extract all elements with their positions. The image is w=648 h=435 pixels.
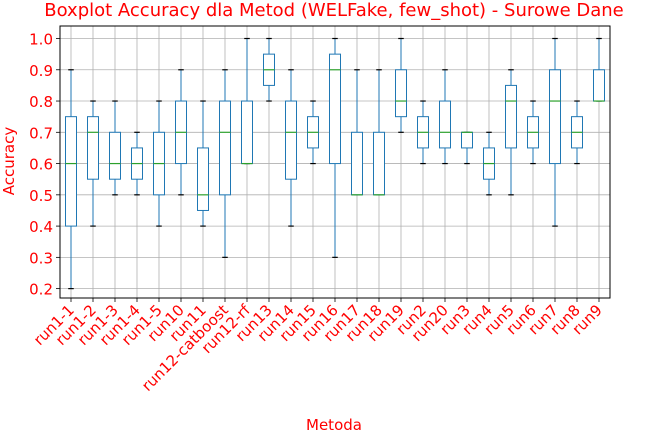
- box-run1-2: [87, 100, 99, 227]
- y-tick-label: 0.9: [29, 62, 53, 80]
- box-run15: [307, 100, 319, 165]
- y-tick-label: 1.0: [29, 31, 53, 49]
- box-run17: [351, 69, 363, 196]
- iqr-box: [87, 116, 99, 180]
- iqr-box: [593, 69, 605, 102]
- y-tick-label: 0.8: [29, 93, 53, 111]
- box-run1-4: [131, 131, 143, 196]
- box-run6: [527, 100, 539, 165]
- box-run1-1: [65, 69, 77, 290]
- iqr-box: [373, 131, 385, 196]
- box-run12-rf: [241, 37, 253, 165]
- iqr-box: [65, 116, 77, 227]
- y-tick-label: 0.5: [29, 187, 53, 205]
- iqr-box: [241, 100, 253, 165]
- box-run9: [593, 37, 605, 102]
- x-axis-label: Metoda: [306, 416, 362, 434]
- iqr-box: [461, 131, 473, 149]
- iqr-box: [549, 69, 561, 165]
- box-run19: [395, 37, 407, 133]
- iqr-box: [439, 100, 451, 149]
- iqr-box: [197, 147, 209, 211]
- iqr-box: [109, 131, 121, 180]
- box-run16: [329, 37, 341, 258]
- box-run5: [505, 69, 517, 196]
- iqr-box: [395, 69, 407, 118]
- chart-title: Boxplot Accuracy dla Metod (WELFake, few…: [44, 0, 624, 21]
- x-ticks: run1-1run1-2run1-3run1-4run1-5run10run11…: [30, 298, 606, 395]
- y-tick-label: 0.2: [29, 281, 53, 299]
- box-run4: [483, 131, 495, 196]
- boxes: [65, 37, 605, 290]
- y-axis-label: Accuracy: [0, 127, 18, 196]
- box-run12-catboost: [219, 69, 231, 258]
- box-run8: [571, 100, 583, 165]
- iqr-box: [505, 84, 517, 149]
- box-run11: [197, 100, 209, 227]
- y-tick-label: 0.6: [29, 156, 53, 174]
- y-ticks: 0.2 0.3 0.4 0.5 0.6 0.7 0.8 0.9 1.0: [29, 31, 60, 299]
- box-run18: [373, 69, 385, 196]
- y-tick-label: 0.4: [29, 218, 53, 236]
- y-tick-label: 0.7: [29, 124, 53, 142]
- box-run7: [549, 37, 561, 227]
- y-tick-label: 0.3: [29, 249, 53, 267]
- box-run20: [439, 69, 451, 165]
- box-run14: [285, 69, 297, 227]
- iqr-box: [351, 131, 363, 196]
- box-run3: [461, 131, 473, 165]
- box-run13: [263, 37, 275, 102]
- box-run1-3: [109, 100, 121, 196]
- iqr-box: [329, 53, 341, 165]
- iqr-box: [219, 100, 231, 196]
- box-run2: [417, 100, 429, 165]
- iqr-box: [285, 100, 297, 180]
- box-run10: [175, 69, 187, 196]
- box-run1-5: [153, 100, 165, 227]
